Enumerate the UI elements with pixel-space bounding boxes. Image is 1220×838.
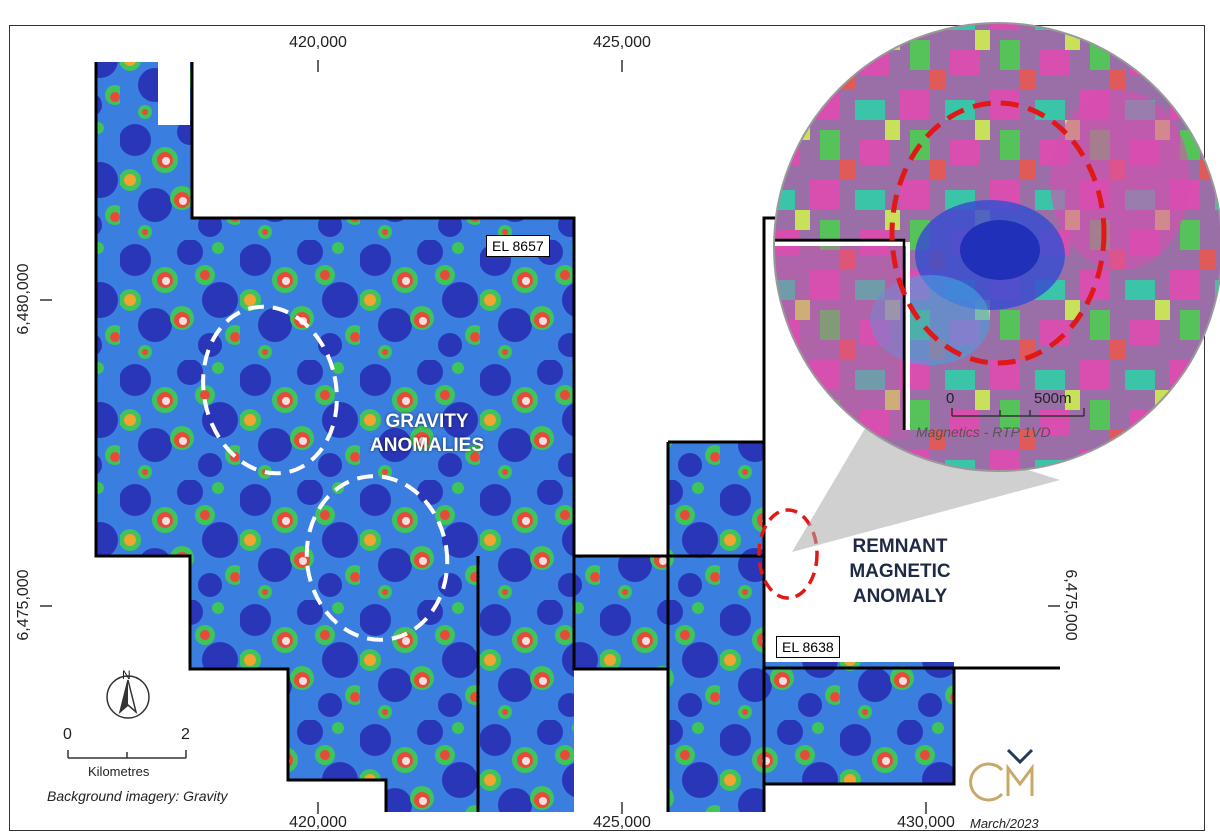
scalebar-zero: 0 <box>63 726 72 743</box>
scalebar-units: Kilometres <box>88 764 150 779</box>
tenement-label-el8638: EL 8638 <box>776 636 840 658</box>
remnant-anomaly-label: REMNANT MAGNETIC ANOMALY <box>820 534 980 609</box>
tick-bottom-430000: 430,000 <box>897 814 955 831</box>
gravity-anomaly-ellipses <box>201 304 450 642</box>
scalebar <box>67 750 187 759</box>
inset-callout-wedge <box>792 420 1060 552</box>
tick-left-6475000: 6,475,000 <box>15 569 32 641</box>
tenement-label-el8657: EL 8657 <box>486 235 550 257</box>
map-date: March/2023 <box>970 816 1039 831</box>
remnant-label-line2: MAGNETIC <box>849 561 951 582</box>
gravity-label-line1: GRAVITY <box>385 411 469 432</box>
inset-caption: Magnetics - RTP 1VD <box>916 424 1051 440</box>
remnant-label-line1: REMNANT <box>852 536 948 557</box>
tick-right-6475000: 6,475,000 <box>1062 569 1079 641</box>
gravity-anomalies-label: GRAVITY ANOMALIES <box>342 410 512 458</box>
remnant-anomaly-ellipse <box>757 508 819 600</box>
tick-top-425000: 425,000 <box>593 34 651 51</box>
inset-magnetics <box>774 23 1220 471</box>
tick-bottom-420000: 420,000 <box>289 814 347 831</box>
tick-left-6480000: 6,480,000 <box>15 263 32 335</box>
tick-top-420000: 420,000 <box>289 34 347 51</box>
gravity-label-line2: ANOMALIES <box>370 435 484 456</box>
north-arrow-label: N <box>122 668 131 682</box>
background-imagery-credit: Background imagery: Gravity <box>47 788 228 804</box>
inset-scalebar <box>951 408 1085 417</box>
inset-scale-zero: 0 <box>946 390 955 407</box>
tenement-boundaries <box>94 62 1060 812</box>
cm-logo <box>969 748 1034 802</box>
remnant-label-line3: ANOMALY <box>852 586 948 607</box>
scalebar-end: 2 <box>181 726 190 743</box>
tick-bottom-425000: 425,000 <box>593 814 651 831</box>
north-arrow-icon <box>106 675 150 719</box>
inset-scale-end: 500m <box>1034 390 1072 407</box>
axis-ticks <box>40 60 1060 814</box>
